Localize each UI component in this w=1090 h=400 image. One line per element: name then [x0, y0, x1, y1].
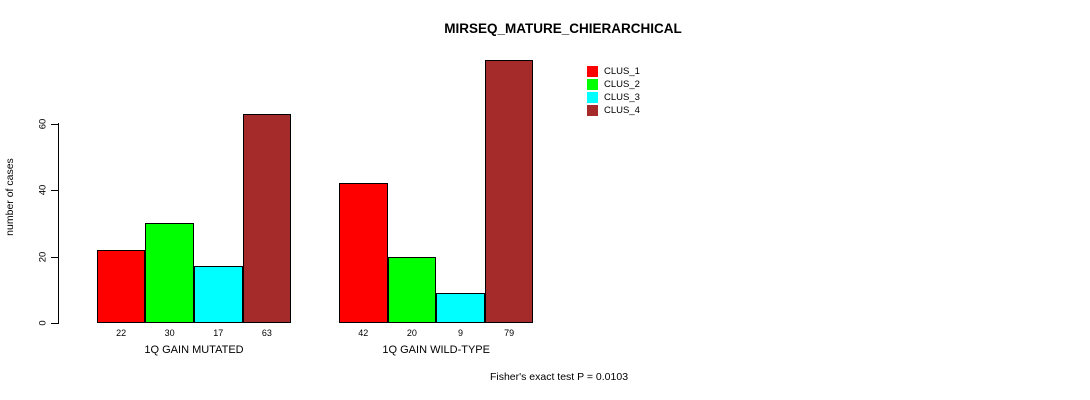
legend-label-clus_4: CLUS_4 [604, 104, 640, 116]
y-tick-mark [51, 190, 59, 191]
legend-swatch-clus_2 [587, 79, 598, 90]
y-axis-line [58, 123, 59, 323]
x-group-label: 1Q GAIN MUTATED [144, 344, 244, 356]
y-tick-label: 20 [37, 251, 49, 262]
legend-swatch-clus_4 [587, 105, 598, 116]
y-axis-title: number of cases [4, 158, 16, 236]
y-tick-mark [51, 323, 59, 324]
bar-clus_4-group1 [242, 113, 292, 323]
bar-value-label: 30 [164, 328, 175, 338]
bar-clus_1-group1 [96, 249, 146, 323]
bar-value-label: 63 [261, 328, 272, 338]
legend-swatch-clus_1 [587, 66, 598, 77]
bar-clus_3-group2 [436, 293, 485, 323]
bar-value-label: 17 [213, 328, 224, 338]
y-tick-label: 60 [37, 118, 49, 129]
bar-clus_2-group2 [387, 256, 437, 323]
bar-value-label: 42 [358, 328, 369, 338]
chart-title: MIRSEQ_MATURE_CHIERARCHICAL [444, 21, 682, 36]
y-tick-mark [51, 256, 59, 258]
legend-label-clus_1: CLUS_1 [604, 65, 640, 77]
bar-clus_3-group1 [194, 266, 243, 323]
bar-value-label: 20 [406, 328, 417, 338]
x-group-label: 1Q GAIN WILD-TYPE [382, 344, 490, 356]
legend-label-clus_2: CLUS_2 [604, 78, 640, 90]
y-tick-label: 40 [37, 184, 49, 196]
y-tick-label: 0 [37, 320, 49, 326]
legend-swatch-clus_3 [587, 92, 598, 103]
y-tick-mark [51, 123, 59, 125]
bar-clus_4-group2 [484, 60, 534, 323]
bar-value-label: 9 [457, 328, 464, 338]
annotation-fisher-test: Fisher's exact test P = 0.0103 [489, 371, 629, 383]
bar-clus_2-group1 [145, 223, 194, 323]
legend-label-clus_3: CLUS_3 [604, 91, 640, 103]
bar-value-label: 22 [116, 328, 127, 338]
bar-value-label: 79 [504, 328, 515, 338]
bar-clus_1-group2 [339, 183, 388, 323]
